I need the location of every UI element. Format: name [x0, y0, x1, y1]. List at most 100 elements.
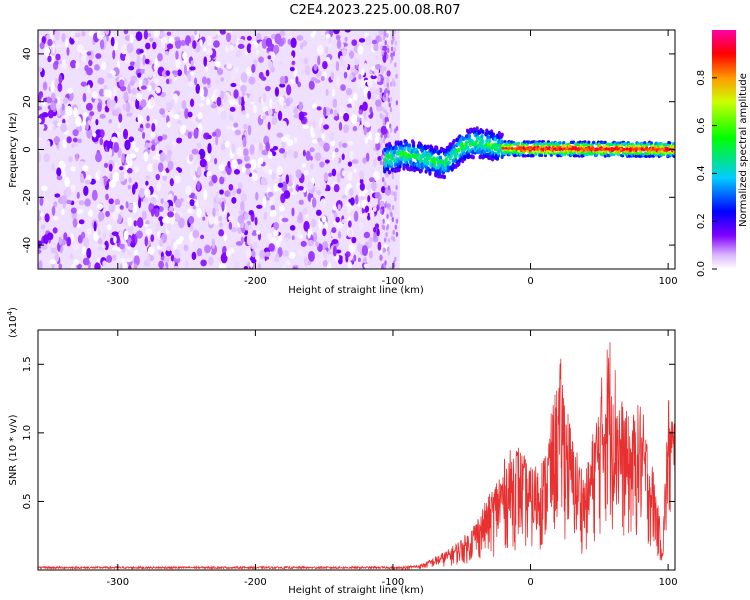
noise-speckle: [380, 133, 383, 139]
noise-speckle: [143, 30, 149, 40]
noise-speckle: [81, 31, 86, 37]
noise-speckle: [289, 78, 297, 84]
noise-speckle: [102, 232, 106, 240]
noise-speckle: [154, 222, 161, 234]
noise-speckle: [323, 249, 328, 259]
noise-speckle: [368, 130, 372, 140]
noise-speckle: [372, 259, 379, 265]
noise-speckle: [224, 190, 231, 197]
noise-speckle: [57, 82, 63, 92]
noise-speckle: [70, 59, 77, 69]
noise-speckle: [53, 136, 61, 144]
noise-speckle: [371, 39, 378, 45]
noise-speckle: [67, 87, 74, 94]
noise-speckle: [142, 197, 149, 204]
noise-speckle: [308, 250, 315, 262]
noise-speckle: [235, 50, 242, 58]
noise-speckle: [142, 54, 146, 66]
noise-speckle: [219, 30, 227, 35]
noise-speckle: [265, 141, 270, 152]
noise-speckle: [163, 255, 170, 264]
signal-cell: [464, 140, 469, 146]
noise-speckle: [168, 37, 175, 45]
signal-cell: [385, 159, 389, 164]
noise-speckle: [288, 148, 294, 160]
noise-speckle: [218, 215, 223, 222]
noise-speckle: [332, 205, 337, 211]
signal-cell: [452, 144, 456, 149]
noise-speckle: [211, 174, 218, 184]
noise-speckle: [243, 265, 249, 269]
noise-speckle: [114, 39, 118, 51]
noise-speckle: [362, 101, 368, 112]
noise-speckle: [341, 49, 348, 57]
noise-speckle: [81, 100, 86, 111]
signal-cell: [604, 149, 608, 153]
noise-speckle: [135, 31, 143, 41]
noise-speckle: [322, 259, 328, 267]
noise-speckle: [118, 79, 125, 88]
noise-speckle: [129, 61, 136, 66]
noise-speckle: [66, 136, 72, 144]
noise-speckle: [52, 43, 56, 54]
signal-cell: [402, 163, 406, 168]
signal-cell: [500, 139, 504, 145]
signal-core: [625, 147, 629, 151]
noise-speckle: [54, 30, 61, 41]
noise-speckle: [296, 254, 303, 265]
signal-core: [568, 147, 572, 151]
noise-speckle: [335, 61, 340, 72]
noise-speckle: [347, 261, 353, 269]
signal-cell: [411, 140, 416, 146]
signal-core: [661, 148, 665, 151]
noise-speckle: [156, 181, 161, 192]
noise-speckle: [347, 161, 353, 167]
noise-speckle: [384, 237, 387, 243]
noise-speckle: [281, 136, 288, 143]
noise-speckle: [123, 171, 128, 180]
noise-speckle: [346, 87, 353, 96]
noise-speckle: [46, 140, 51, 150]
noise-speckle: [380, 186, 386, 194]
noise-speckle: [82, 92, 87, 103]
signal-core: [552, 147, 556, 151]
noise-speckle: [61, 209, 65, 216]
noise-speckle: [81, 49, 88, 56]
noise-speckle: [353, 210, 359, 222]
noise-speckle: [259, 157, 264, 165]
noise-speckle: [51, 125, 56, 131]
noise-speckle: [58, 263, 63, 269]
noise-speckle: [249, 94, 256, 103]
noise-speckle: [331, 239, 339, 245]
noise-speckle: [359, 178, 364, 185]
noise-speckle: [128, 265, 132, 269]
noise-speckle: [354, 58, 360, 66]
noise-speckle: [262, 163, 270, 174]
noise-speckle: [229, 44, 234, 52]
noise-speckle: [296, 35, 304, 41]
noise-speckle: [219, 90, 225, 100]
noise-speckle: [281, 217, 289, 223]
noise-speckle: [145, 175, 150, 180]
noise-speckle: [387, 185, 391, 191]
signal-core: [571, 147, 575, 151]
noise-speckle: [163, 201, 169, 209]
snr-y-tick-label: 1.0: [22, 425, 33, 441]
noise-speckle: [94, 262, 101, 269]
noise-speckle: [350, 197, 355, 206]
signal-core: [565, 147, 569, 151]
noise-speckle: [369, 106, 373, 114]
spectrogram-y-tick-label: -40: [22, 237, 33, 253]
spectrogram-x-tick-label: -300: [106, 276, 129, 287]
noise-speckle: [80, 176, 85, 184]
noise-speckle: [55, 126, 62, 137]
noise-speckle: [123, 221, 128, 226]
noise-speckle: [255, 255, 260, 263]
noise-speckle: [153, 30, 161, 38]
noise-speckle: [95, 152, 102, 163]
noise-speckle: [384, 260, 387, 266]
signal-cell: [385, 166, 390, 172]
noise-speckle: [349, 187, 354, 197]
signal-core: [634, 147, 638, 151]
signal-cell: [665, 143, 669, 147]
